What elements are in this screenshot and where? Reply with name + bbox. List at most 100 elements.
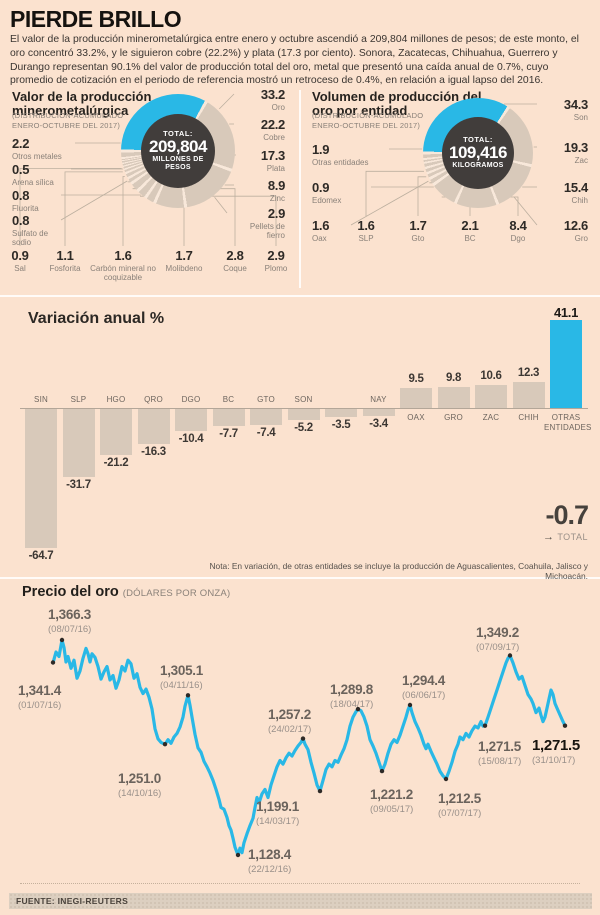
bar-value-label: 41.1 xyxy=(553,304,579,320)
bar-unlabeled xyxy=(325,409,357,417)
bar-category-label: CHIH xyxy=(518,413,539,422)
bar-value-label: -10.4 xyxy=(178,433,204,446)
annotation-value: 1,128.4 xyxy=(248,847,291,862)
data-point-dot xyxy=(407,702,413,708)
bar-value-label: -16.3 xyxy=(141,446,166,458)
data-point-dot xyxy=(185,693,191,698)
slice-name: Edomex xyxy=(312,196,342,205)
total-variation-label: → TOTAL xyxy=(542,531,588,543)
slice-name: Fosforita xyxy=(49,264,81,273)
slice-value: 2.9 xyxy=(267,206,285,221)
bar-value-label: -64.7 xyxy=(28,550,54,563)
data-point-dot xyxy=(162,742,168,747)
slice-value: 19.3 xyxy=(563,140,588,155)
intro-paragraph: El valor de la producción minerometalúrg… xyxy=(10,34,579,87)
slice-name: Molibdeno xyxy=(165,264,203,273)
slice-name: Otros metales xyxy=(12,152,62,161)
slice-value: 17.3 xyxy=(260,148,285,163)
annotation-value: 1,305.1 xyxy=(160,663,203,678)
connector-line xyxy=(417,176,427,216)
price-annotation: 1,257.2 (24/02/17) xyxy=(268,708,311,734)
annotation-date: (06/06/17) xyxy=(402,689,446,701)
footer-source-bar: FUENTE: INEGI-REUTERS xyxy=(9,893,592,909)
bar-category-label: GRO xyxy=(444,413,463,422)
bar-category-label: DGO xyxy=(181,395,201,404)
slice-name: Son xyxy=(573,113,588,122)
slice-value: 2.2 xyxy=(12,136,30,151)
total-value: 109,416 xyxy=(449,143,507,163)
bar-bc xyxy=(212,409,245,426)
annotation-value: 1,212.5 xyxy=(438,791,481,806)
donut-label-oax: 1.6 Oax xyxy=(312,219,348,243)
slice-name: Gro xyxy=(574,234,588,243)
price-annotation: 1,212.5 (07/07/17) xyxy=(438,792,481,818)
footer-dotted-divider xyxy=(20,883,580,884)
donut-label-zinc: 8.9 Zinc xyxy=(237,179,285,203)
slice-name: Sulfato de sodio xyxy=(12,229,49,248)
bar-category-label: ZAC xyxy=(482,413,500,422)
donut-left-subtitle: (DISTRIBUCIÓN-ACUMULADO ENERO-OCTUBRE DE… xyxy=(12,111,124,130)
total-variation-value: -0.7 xyxy=(545,500,589,530)
donut-center-total: TOTAL: 209,804 MILLONES DE PESOS xyxy=(141,114,215,188)
donut-label-slp: 1.6 SLP xyxy=(344,219,388,243)
data-point-dot xyxy=(317,788,323,794)
total-label: TOTAL: xyxy=(463,135,493,145)
donut-label-gto: 1.7 Gto xyxy=(396,219,440,243)
annotation-value: 1,294.4 xyxy=(402,673,445,688)
arrow-icon: → xyxy=(542,531,555,543)
bar-value-label: -31.7 xyxy=(66,479,91,492)
donut-center-total: TOTAL: 109,416 KILOGRAMOS xyxy=(442,117,514,189)
data-point-dot xyxy=(562,723,568,728)
price-annotation: 1,251.0 (14/10/16) xyxy=(118,772,161,798)
slice-value: 2.1 xyxy=(461,218,479,233)
slice-value: 0.9 xyxy=(312,180,330,195)
slice-name: BC xyxy=(464,234,476,243)
annotation-date: (24/02/17) xyxy=(268,723,312,735)
bar-oax xyxy=(400,387,432,408)
slice-value: 2.9 xyxy=(267,248,285,263)
donut-label-zac: 19.3 Zac xyxy=(540,141,588,165)
price-annotation: 1,271.5 (31/10/17) xyxy=(532,738,580,766)
bar-value-label: 12.3 xyxy=(517,366,540,379)
slice-value: 22.2 xyxy=(260,117,285,132)
bar-gro xyxy=(437,386,470,408)
donut-label-carb-n-mineral-no-coquizable: 1.6 Carbón mineral no coquizable xyxy=(88,249,158,282)
slice-name: Fluorita xyxy=(12,204,39,213)
total-unit: KILOGRAMOS xyxy=(452,162,504,170)
annotation-value: 1,199.1 xyxy=(256,799,299,814)
slice-value: 0.5 xyxy=(12,162,30,177)
bar-category-label: HGO xyxy=(106,395,126,404)
donut-label-oro: 33.2 Oro xyxy=(237,88,285,112)
bar-otras-entidades xyxy=(550,319,582,408)
slice-value: 12.6 xyxy=(563,218,588,233)
price-annotation: 1,221.2 (09/05/17) xyxy=(370,788,413,814)
price-annotation: 1,128.4 (22/12/16) xyxy=(248,848,291,874)
bar-dgo xyxy=(175,409,207,432)
slice-name: Carbón mineral no coquizable xyxy=(90,264,156,283)
connector-line xyxy=(64,171,123,246)
donut-label-fluorita: 0.8 Fluorita xyxy=(12,189,58,213)
slice-name: Dgo xyxy=(510,234,526,243)
connector-line xyxy=(60,180,128,221)
annotation-date: (15/08/17) xyxy=(478,755,522,767)
bar-chart-title: Variación anual % xyxy=(28,310,165,327)
donut-label-molibdeno: 1.7 Molibdeno xyxy=(156,249,212,273)
data-point-dot xyxy=(443,776,449,782)
slice-value: 8.4 xyxy=(509,218,527,233)
donut-left-title: Valor de la producción minerometalúrgica xyxy=(12,89,152,119)
connector-line xyxy=(365,170,424,216)
slice-value: 0.8 xyxy=(12,213,30,228)
donut-label-edomex: 0.9 Edomex xyxy=(312,181,368,205)
data-point-dot xyxy=(50,660,56,665)
annotation-date: (07/07/17) xyxy=(438,807,482,819)
bar-category-label: SON xyxy=(294,395,313,404)
bar-value-label: -7.7 xyxy=(219,427,238,440)
donut-label-arena-s-lica: 0.5 Arena sílica xyxy=(12,163,68,187)
total-value: 209,804 xyxy=(149,136,207,156)
slice-name: Zinc xyxy=(269,194,285,203)
slice-value: 1.9 xyxy=(312,142,330,157)
price-annotation: 1,349.2 (07/09/17) xyxy=(476,626,519,652)
slice-value: 0.8 xyxy=(12,188,30,203)
annotation-date: (08/07/16) xyxy=(48,623,92,635)
